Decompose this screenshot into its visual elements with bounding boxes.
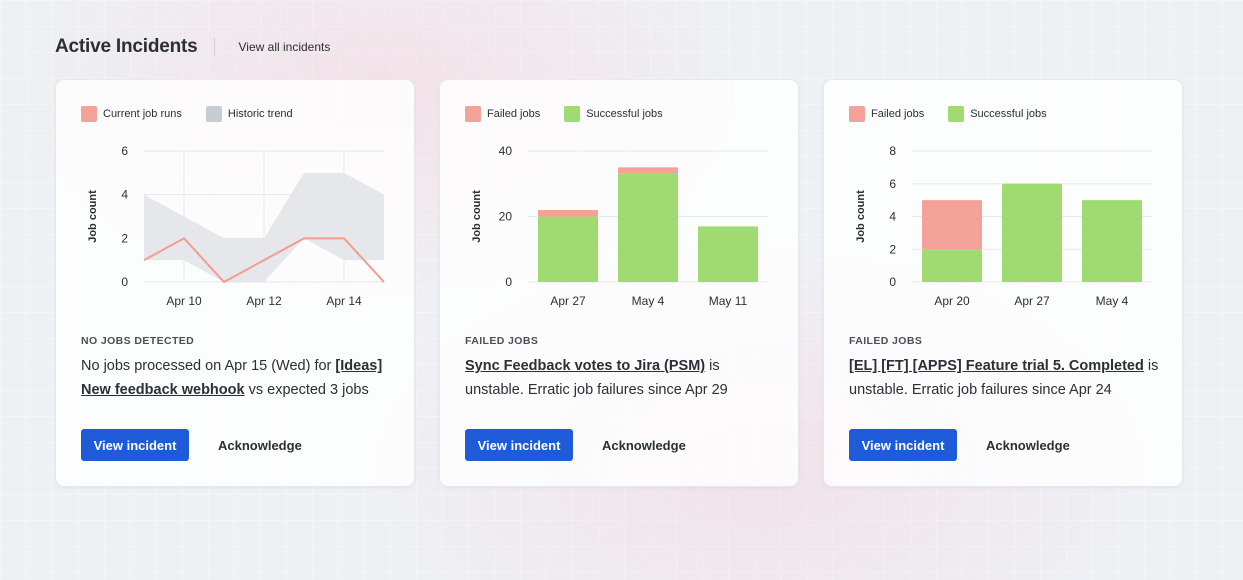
incident-type: NO JOBS DETECTED	[81, 335, 195, 347]
description-text: vs expected 3 jobs	[244, 382, 369, 398]
x-tick-label: Apr 20	[934, 294, 970, 308]
job-link[interactable]: Sync Feedback votes to Jira (PSM)	[465, 358, 706, 374]
job-count-line-chart: 0 2 4 6 Job count Apr 10 Apr 12 Apr 14	[87, 144, 385, 308]
x-tick-label: Apr 10	[166, 294, 202, 308]
failed-jobs-bar	[618, 167, 678, 174]
y-axis-label: Job count	[87, 190, 99, 243]
y-tick-label: 0	[505, 275, 512, 289]
current-job-runs-line	[143, 237, 385, 284]
y-tick-label: 40	[499, 144, 513, 158]
legend-swatch-successful	[948, 106, 965, 122]
y-tick-label: 6	[889, 177, 896, 191]
y-axis-label: Job count	[471, 190, 483, 243]
view-incident-button[interactable]: View incident	[81, 429, 189, 461]
incident-type: FAILED JOBS	[465, 335, 539, 347]
legend-item-successful: Successful jobs	[948, 106, 1047, 122]
legend-label: Failed jobs	[487, 108, 541, 120]
job-count-bar-chart: 0 20 40 Job count Apr 27 May 4 May 11	[471, 144, 768, 308]
description-text: is unstable. Erratic job failures since …	[465, 358, 728, 398]
legend-item-current: Current job runs	[81, 106, 182, 122]
legend-label: Failed jobs	[871, 108, 925, 120]
legend-label: Successful jobs	[586, 108, 663, 120]
legend-swatch-historic	[205, 106, 222, 122]
y-axis-label: Job count	[855, 190, 867, 243]
incident-description: No jobs processed on Apr 15 (Wed) for [I…	[81, 354, 391, 402]
legend-item-successful: Successful jobs	[564, 106, 663, 122]
chart-legend: Failed jobs Successful jobs	[849, 106, 1071, 122]
successful-jobs-bar	[922, 249, 982, 282]
legend-label: Current job runs	[103, 108, 182, 120]
legend-swatch-current	[81, 106, 97, 122]
successful-jobs-bar	[1082, 200, 1142, 282]
acknowledge-button[interactable]: Acknowledge	[590, 429, 698, 461]
incident-description: [EL] [FT] [APPS] Feature trial 5. Comple…	[849, 354, 1159, 402]
legend-swatch-successful	[564, 106, 581, 122]
legend-item-historic: Historic trend	[205, 106, 293, 122]
y-tick-label: 4	[121, 188, 128, 202]
y-tick-label: 2	[889, 242, 896, 256]
page-title: Active Incidents	[55, 36, 198, 57]
x-tick-label: Apr 12	[246, 294, 282, 308]
successful-jobs-bar	[1002, 183, 1062, 282]
historic-trend-band	[144, 172, 384, 282]
incident-card: Current job runs Historic trend 0 2 4 6 Job …	[55, 79, 415, 487]
job-count-bar-chart: 0 2 4 6 8 Job count Apr 20 Apr 27 May 4	[855, 144, 1152, 308]
legend-label: Successful jobs	[970, 108, 1047, 120]
incident-card: Failed jobs Successful jobs 0 2 4 6 8 Job cou…	[823, 79, 1183, 487]
header-divider	[213, 38, 215, 56]
successful-jobs-bar	[698, 226, 758, 282]
failed-jobs-bar	[922, 200, 982, 250]
incident-description: Sync Feedback votes to Jira (PSM) is uns…	[465, 354, 775, 402]
y-tick-label: 8	[889, 144, 896, 158]
legend-label: Historic trend	[227, 108, 293, 120]
y-tick-label: 2	[121, 231, 128, 245]
view-incident-button[interactable]: View incident	[465, 429, 573, 461]
failed-jobs-bar	[538, 209, 598, 217]
x-tick-label: Apr 27	[550, 294, 586, 308]
incident-card: Failed jobs Successful jobs 0 20 40 Job cou…	[439, 79, 799, 487]
view-all-incidents-link[interactable]: View all incidents	[238, 40, 331, 54]
chart-legend: Failed jobs Successful jobs	[465, 106, 687, 122]
legend-swatch-failed	[849, 106, 865, 122]
y-tick-label: 0	[889, 275, 896, 289]
acknowledge-button[interactable]: Acknowledge	[974, 429, 1082, 461]
legend-item-failed: Failed jobs	[465, 106, 540, 122]
incidents-header: Active Incidents View all incidents	[55, 36, 330, 58]
acknowledge-button[interactable]: Acknowledge	[206, 429, 314, 461]
x-tick-label: Apr 14	[326, 294, 362, 308]
y-tick-label: 20	[499, 210, 513, 224]
y-tick-label: 4	[889, 210, 896, 224]
successful-jobs-bar	[538, 216, 598, 282]
successful-jobs-bar	[618, 173, 678, 282]
x-tick-label: May 11	[709, 294, 748, 308]
y-tick-label: 6	[121, 144, 128, 158]
description-text: No jobs processed on Apr 15 (Wed) for	[81, 358, 336, 374]
y-tick-label: 0	[121, 275, 128, 289]
legend-swatch-failed	[465, 106, 481, 122]
description-text: is unstable. Erratic job failures since …	[849, 358, 1159, 398]
incident-type: FAILED JOBS	[849, 335, 923, 347]
job-link[interactable]: [Ideas] New feedback webhook	[81, 358, 383, 398]
x-tick-label: May 4	[632, 294, 665, 308]
legend-item-failed: Failed jobs	[849, 106, 924, 122]
x-tick-label: May 4	[1096, 294, 1129, 308]
view-incident-button[interactable]: View incident	[849, 429, 957, 461]
x-tick-label: Apr 27	[1014, 294, 1050, 308]
job-link[interactable]: [EL] [FT] [APPS] Feature trial 5. Comple…	[849, 358, 1144, 374]
chart-legend: Current job runs Historic trend	[81, 106, 317, 122]
